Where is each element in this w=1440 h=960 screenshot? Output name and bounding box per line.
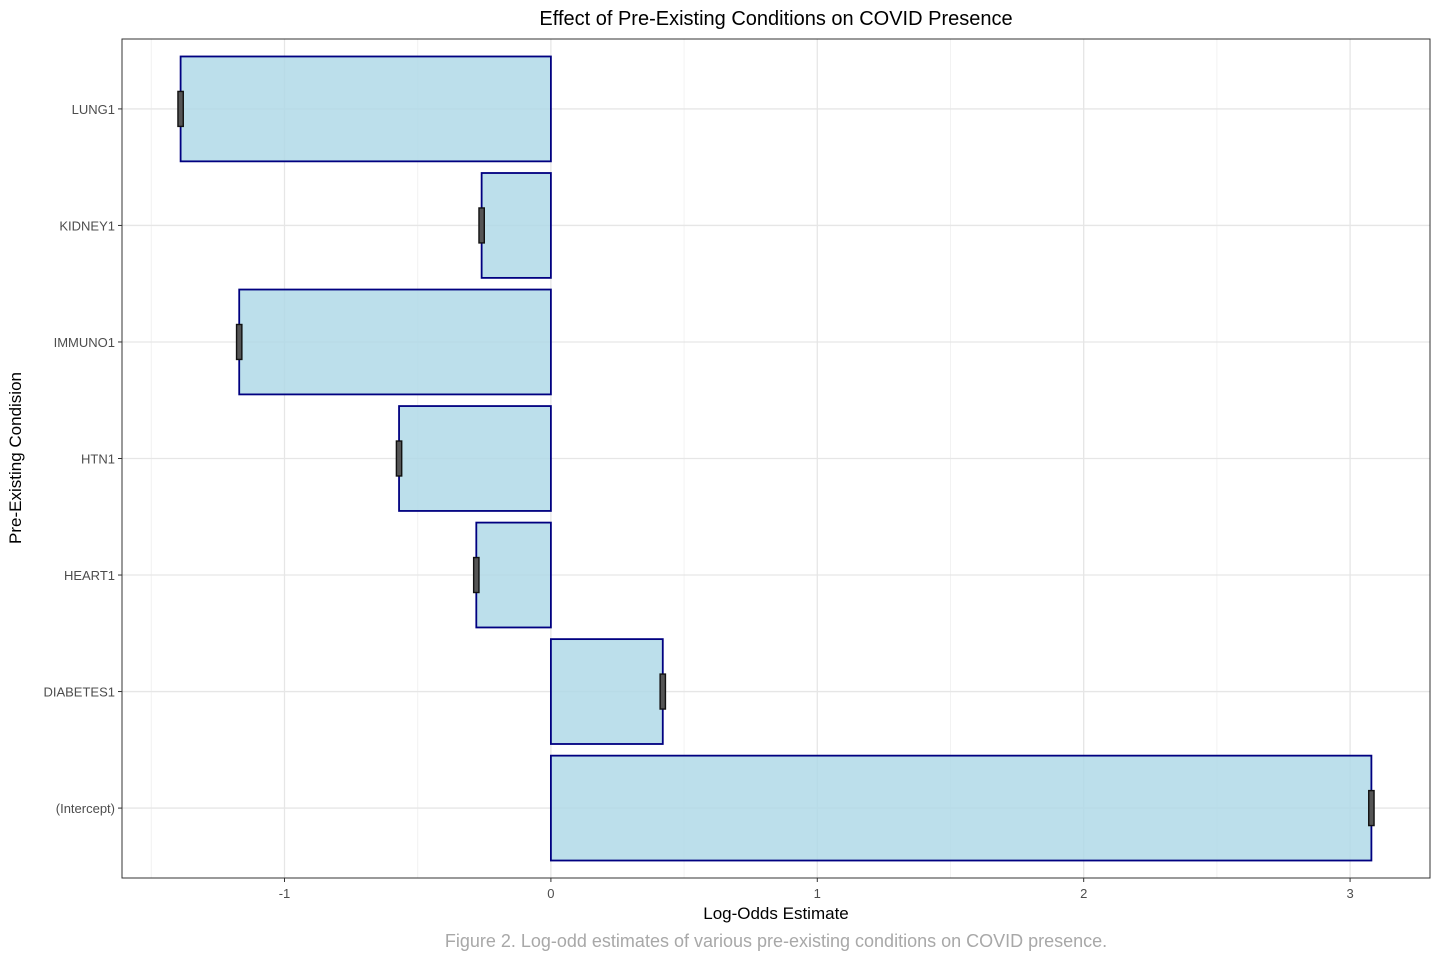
x-axis: -1 0 1 2 3	[279, 878, 1354, 901]
bars	[179, 55, 1373, 862]
x-axis-title: Log-Odds Estimate	[703, 904, 849, 923]
error-bar	[177, 90, 184, 128]
grid	[122, 39, 1430, 878]
bar	[480, 172, 552, 279]
y-tick-label: DIABETES1	[43, 685, 115, 700]
x-tick-label: 2	[1080, 886, 1087, 901]
bar	[179, 55, 552, 163]
chart-title: Effect of Pre-Existing Conditions on COV…	[539, 8, 1012, 30]
bar	[398, 405, 552, 512]
figure-caption: Figure 2. Log-odd estimates of various p…	[445, 931, 1107, 951]
bar	[475, 521, 552, 629]
bar	[549, 638, 664, 745]
y-tick-label: IMMUNO1	[54, 335, 115, 350]
y-tick-label: (Intercept)	[56, 801, 115, 816]
x-tick-label: 1	[814, 886, 821, 901]
bar	[238, 288, 552, 396]
error-bar	[472, 556, 480, 594]
error-bar	[235, 323, 243, 361]
error-bar	[659, 673, 667, 710]
y-tick-label: HEART1	[64, 568, 115, 583]
x-tick-label: 0	[547, 886, 554, 901]
x-tick-label: -1	[279, 886, 291, 901]
error-bar	[478, 207, 485, 244]
error-bars	[177, 90, 1375, 827]
error-bar	[1368, 789, 1375, 827]
y-axis-title: Pre-Existing Condision	[6, 372, 25, 544]
error-bar	[395, 440, 403, 477]
bar	[549, 754, 1373, 862]
x-tick-label: 3	[1346, 886, 1353, 901]
y-tick-label: KIDNEY1	[59, 218, 115, 233]
y-axis: (Intercept) DIABETES1 HEART1 HTN1 IMMUNO1 KID…	[43, 102, 122, 816]
y-tick-label: LUNG1	[72, 102, 115, 117]
y-tick-label: HTN1	[81, 452, 115, 467]
